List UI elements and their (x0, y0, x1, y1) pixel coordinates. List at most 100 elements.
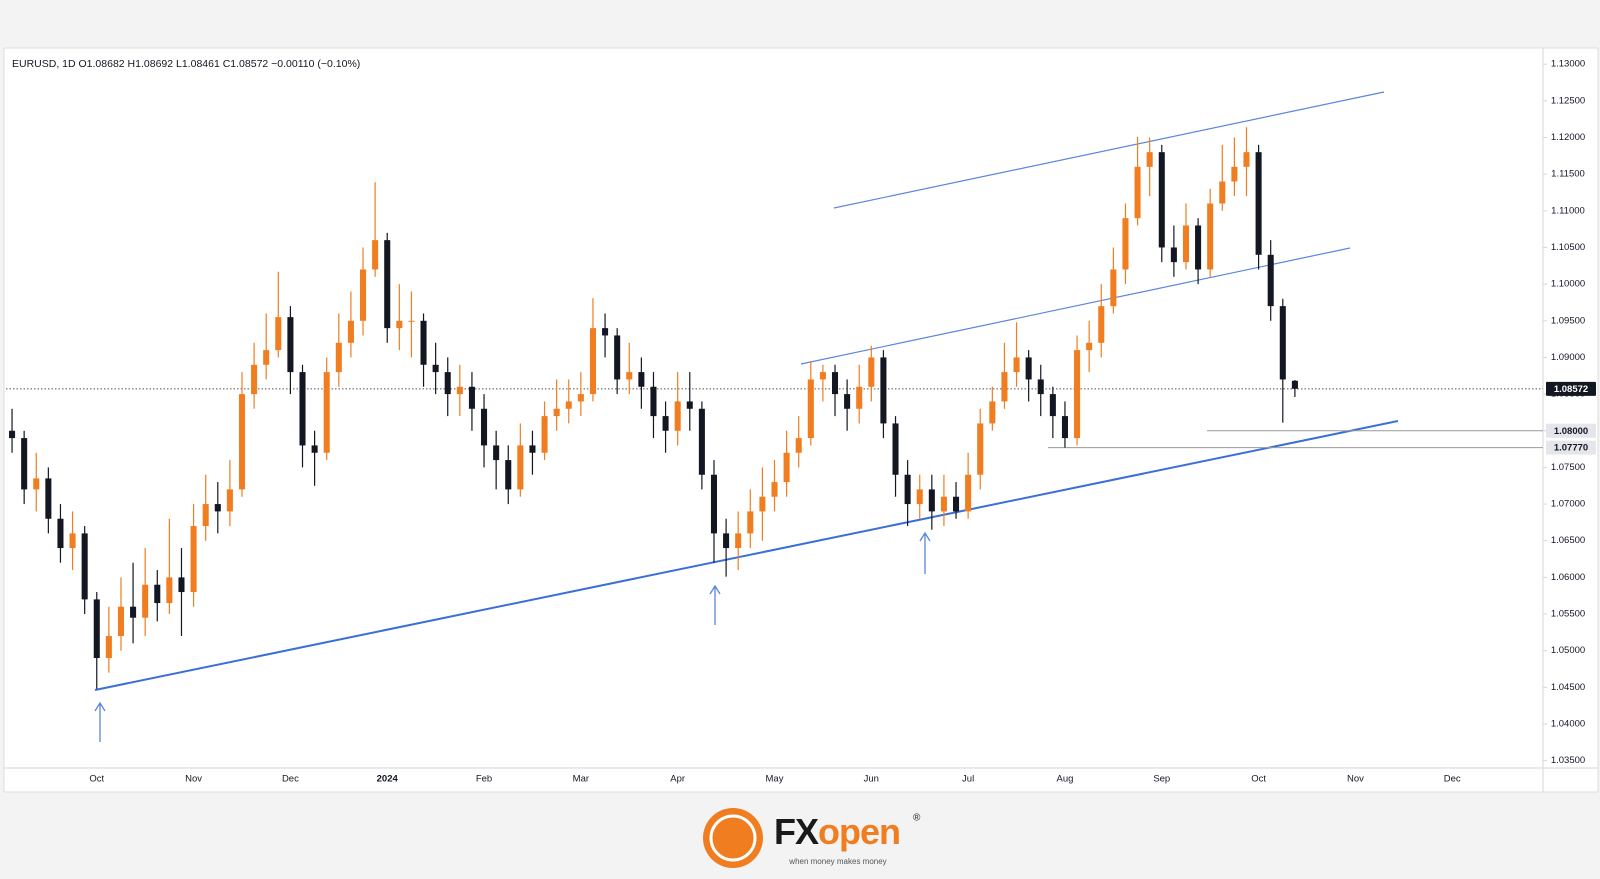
candle-body (263, 350, 270, 365)
y-tick-label: 1.09500 (1551, 315, 1585, 326)
candle-body (420, 320, 427, 365)
y-tick-label: 1.05500 (1551, 609, 1585, 620)
y-tick-label: 1.10500 (1551, 242, 1585, 253)
candle-body (1001, 372, 1008, 402)
candle-body (190, 526, 197, 593)
x-tick-label: Aug (1057, 774, 1074, 785)
candle-body (940, 496, 947, 512)
candle-body (1219, 181, 1226, 204)
candle-body (493, 445, 500, 461)
candle-body (1182, 225, 1190, 263)
y-tick-label: 1.11500 (1551, 169, 1585, 180)
candle-body (468, 386, 475, 409)
x-tick-label: Mar (573, 774, 589, 785)
x-tick-label: Apr (670, 774, 685, 785)
x-tick-label: Jun (864, 774, 879, 785)
candle-body (1134, 166, 1141, 219)
candle-body (589, 328, 596, 395)
candle-body (662, 416, 669, 431)
y-tick-label: 1.06500 (1551, 535, 1585, 546)
candle-body (517, 445, 524, 490)
y-tick-label: 1.12500 (1551, 95, 1585, 106)
candle-body (481, 408, 488, 446)
candle-body (214, 504, 221, 512)
candle-body (1146, 152, 1153, 167)
candle-body (1170, 247, 1177, 263)
candle-body (771, 482, 778, 497)
y-tick-label: 1.11000 (1551, 205, 1585, 216)
logo-open: open (818, 811, 900, 852)
candle-body (747, 511, 754, 534)
candle-body (166, 577, 173, 604)
y-tick-label: 1.13000 (1551, 59, 1585, 70)
candle-body (1061, 416, 1068, 439)
candle-body (698, 408, 705, 475)
price-label-box (1546, 381, 1596, 396)
candle-body (287, 317, 294, 373)
candle-body (142, 584, 149, 618)
arrows (94, 531, 931, 742)
y-tick-label: 1.09000 (1551, 352, 1585, 363)
candle-body (1037, 379, 1044, 395)
support-trendline (94, 420, 1399, 691)
candle-body (1291, 380, 1298, 389)
candle-body (831, 372, 839, 395)
y-tick-label: 1.10000 (1551, 279, 1585, 290)
candle-body (33, 478, 40, 490)
candle-body (359, 269, 367, 321)
arrow (919, 531, 931, 574)
candles (9, 127, 1298, 689)
logo-emblem-ring (709, 814, 757, 862)
candle-body (1098, 306, 1105, 343)
candle-body (178, 577, 185, 593)
candle-body (819, 372, 826, 380)
candle-body (1049, 394, 1056, 417)
candle-body (965, 474, 972, 512)
candle-body (311, 445, 318, 453)
candle-body (928, 489, 935, 512)
candle-body (238, 394, 246, 490)
candle-body (626, 372, 633, 380)
channel-upper-line (833, 91, 1385, 209)
candle-body (1255, 152, 1262, 255)
candle-body (1267, 254, 1274, 307)
candle-body (614, 335, 621, 380)
candle-body (105, 636, 112, 659)
candle-body (347, 320, 354, 343)
candle-body (529, 445, 536, 453)
candle-body (650, 386, 657, 417)
candle-body (916, 489, 923, 505)
logo-text: FXopen (774, 811, 900, 852)
candle-body (505, 460, 512, 490)
candle-body (275, 317, 282, 351)
candle-body (251, 364, 258, 395)
candle-body (81, 533, 88, 600)
x-tick-label: Nov (185, 774, 202, 785)
candle-body (686, 401, 693, 409)
candle-body (880, 357, 887, 424)
candle-body (602, 328, 609, 336)
logo-fx: FX (774, 811, 819, 852)
candle-body (130, 606, 137, 618)
candle-body (299, 372, 306, 446)
x-tick-label: May (766, 774, 784, 785)
x-tick-label: Nov (1347, 774, 1364, 785)
candle-body (977, 423, 984, 475)
candle-body (323, 372, 330, 453)
candle-body (396, 320, 403, 329)
candle-body (892, 423, 899, 475)
candle-body (93, 599, 100, 659)
y-tick-label: 1.05000 (1551, 645, 1585, 656)
logo-tagline: when money makes money (788, 857, 886, 866)
candle-body (444, 372, 451, 395)
candle-body (989, 401, 996, 424)
candle-body (844, 394, 851, 409)
candle-body (868, 357, 875, 387)
candle-body (202, 504, 209, 527)
candle-body (723, 533, 730, 549)
candle-body (674, 401, 681, 431)
y-tick-label: 1.04500 (1551, 682, 1585, 693)
candle-body (638, 372, 645, 387)
x-tick-label: Feb (476, 774, 492, 785)
